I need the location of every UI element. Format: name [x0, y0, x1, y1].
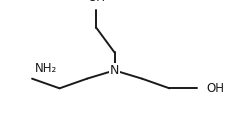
Text: NH₂: NH₂	[35, 62, 57, 75]
Text: OH: OH	[87, 0, 105, 4]
Text: N: N	[110, 64, 119, 77]
Text: OH: OH	[206, 82, 224, 95]
